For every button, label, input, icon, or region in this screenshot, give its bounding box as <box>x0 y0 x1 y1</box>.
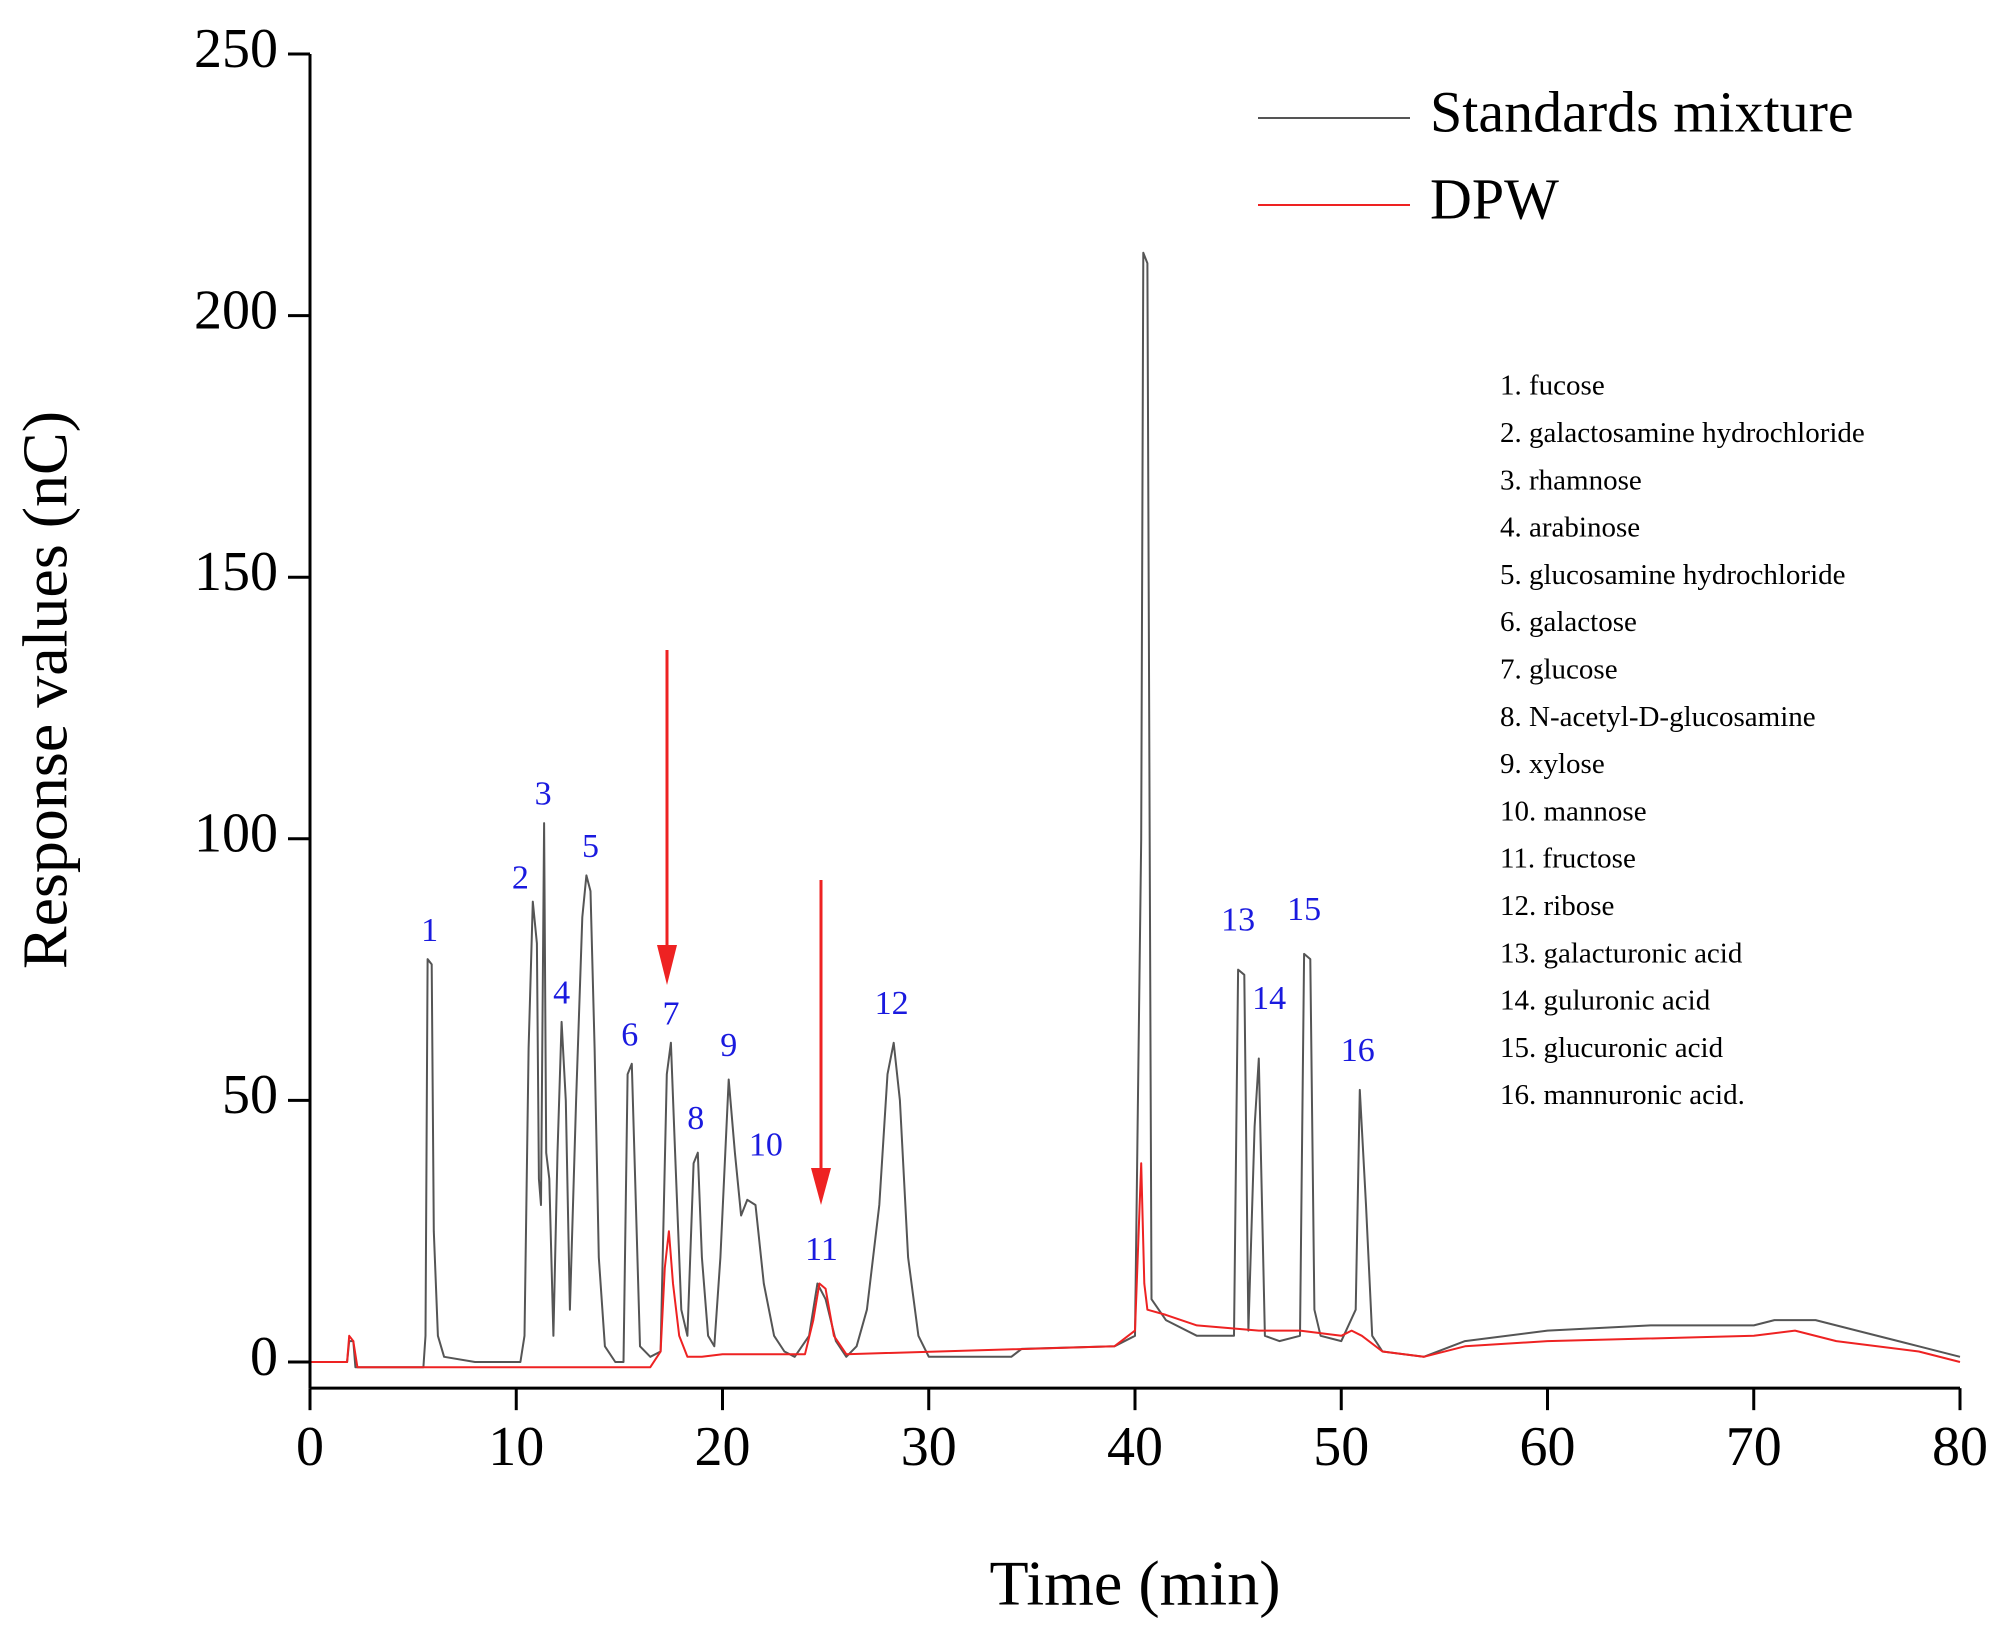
y-tick-label: 0 <box>250 1326 278 1388</box>
compound-label: 6. galactose <box>1500 606 1637 638</box>
peak-label: 5 <box>582 828 599 865</box>
x-tick-label: 10 <box>488 1416 544 1478</box>
peak-label: 11 <box>805 1231 838 1268</box>
compound-label: 9. xylose <box>1500 748 1605 780</box>
compound-label: 8. N-acetyl-D-glucosamine <box>1500 701 1816 733</box>
peak-label: 15 <box>1287 891 1321 928</box>
x-tick-label: 50 <box>1313 1416 1369 1478</box>
x-tick-label: 60 <box>1520 1416 1576 1478</box>
arrows <box>657 650 831 1205</box>
arrow-head <box>657 945 677 985</box>
y-tick-label: 100 <box>194 803 278 865</box>
x-tick-label: 30 <box>901 1416 957 1478</box>
x-tick-label: 40 <box>1107 1416 1163 1478</box>
x-axis-label: Time (min) <box>990 1548 1281 1619</box>
peak-label: 7 <box>662 995 679 1032</box>
y-tick-label: 150 <box>194 541 278 603</box>
compound-label: 7. glucose <box>1500 653 1618 685</box>
x-tick-label: 20 <box>695 1416 751 1478</box>
peak-label: 3 <box>535 776 552 813</box>
legend-label: DPW <box>1430 166 1559 231</box>
x-tick-label: 80 <box>1932 1416 1988 1478</box>
y-tick-label: 250 <box>194 18 278 80</box>
compound-label: 12. ribose <box>1500 890 1614 922</box>
compound-label: 15. glucuronic acid <box>1500 1032 1724 1064</box>
peak-label: 14 <box>1252 980 1286 1017</box>
compound-label: 13. galacturonic acid <box>1500 937 1743 969</box>
legend-label: Standards mixture <box>1430 79 1854 144</box>
peak-label: 13 <box>1221 901 1255 938</box>
peak-label: 16 <box>1341 1032 1375 1069</box>
y-tick-label: 50 <box>222 1064 278 1126</box>
peak-label: 12 <box>875 985 909 1022</box>
peak-label: 9 <box>720 1027 737 1064</box>
compound-label: 16. mannuronic acid. <box>1500 1079 1745 1111</box>
compound-label: 3. rhamnose <box>1500 464 1642 496</box>
x-tick-label: 0 <box>296 1416 324 1478</box>
series-line <box>310 1162 1961 1369</box>
x-tick-label: 70 <box>1726 1416 1782 1478</box>
peak-label: 1 <box>421 912 438 949</box>
peak-label: 6 <box>621 1016 638 1053</box>
compound-label: 4. arabinose <box>1500 512 1640 544</box>
compound-label: 11. fructose <box>1500 843 1636 875</box>
y-tick-label: 200 <box>194 279 278 341</box>
peak-label: 2 <box>512 859 529 896</box>
peak-label: 4 <box>553 975 570 1012</box>
arrow-head <box>811 1168 831 1205</box>
series-line <box>310 251 1961 1369</box>
peak-label: 8 <box>687 1100 704 1137</box>
compound-label: 2. galactosamine hydrochloride <box>1500 417 1865 449</box>
compound-label: 5. glucosamine hydrochloride <box>1500 559 1846 591</box>
peak-label: 10 <box>749 1126 783 1163</box>
compound-label: 14. guluronic acid <box>1500 985 1711 1017</box>
compound-label: 1. fucose <box>1500 370 1605 402</box>
compound-label: 10. mannose <box>1500 795 1647 827</box>
y-axis-label: Response values (nC) <box>10 411 81 969</box>
